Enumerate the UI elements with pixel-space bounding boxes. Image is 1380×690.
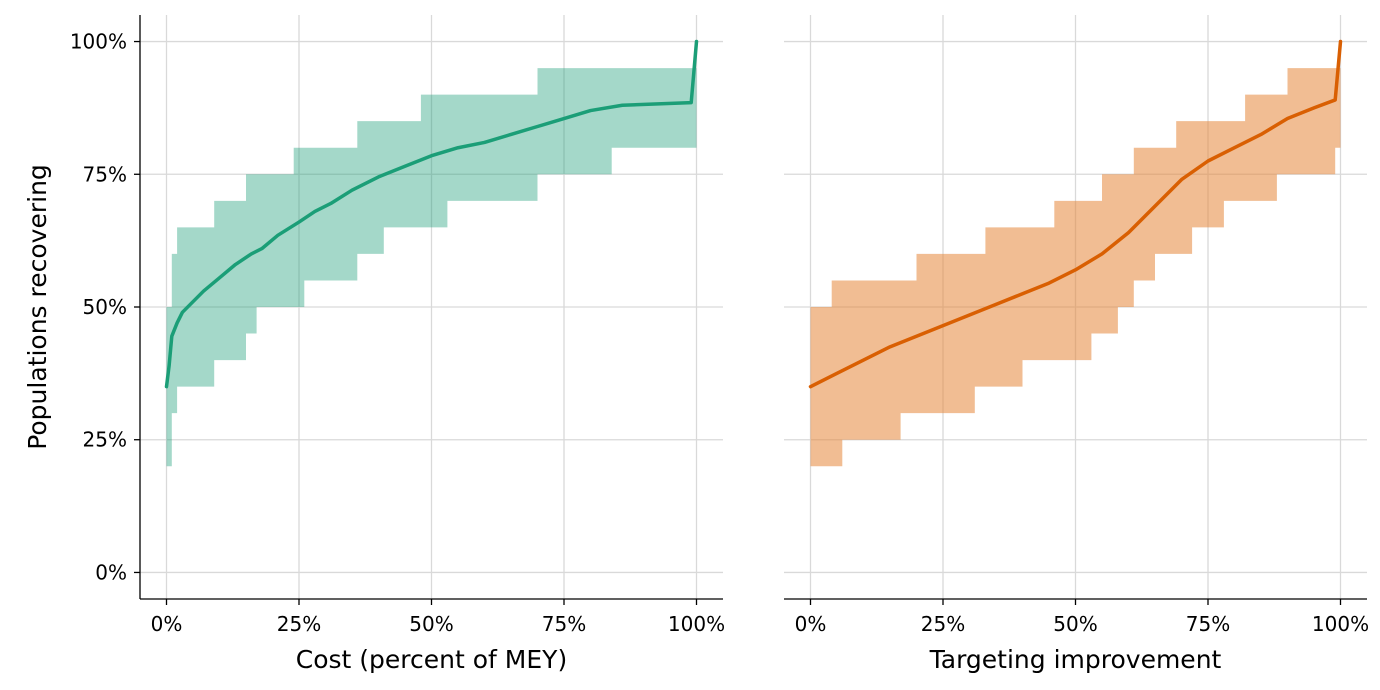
x-tick-label: 0% (151, 612, 183, 636)
x-tick-label: 75% (1186, 612, 1230, 636)
y-tick-label: 50% (83, 295, 127, 319)
x-axis-title: Targeting improvement (929, 645, 1222, 674)
x-tick-label: 75% (542, 612, 586, 636)
y-tick-label: 25% (83, 428, 127, 452)
panel-2: 0% 25% 50% 75% 100% Targeting improvement (784, 15, 1369, 674)
series-line (164, 39, 699, 389)
series-line (808, 39, 1343, 389)
x-tick-label: 100% (1312, 612, 1369, 636)
y-tick-label: 0% (95, 560, 127, 584)
x-tick-label: 50% (1053, 612, 1097, 636)
x-tick-label: 25% (921, 612, 965, 636)
x-tick-label: 50% (409, 612, 453, 636)
y-axis-title: Populations recovering (23, 164, 52, 450)
y-tick-label: 100% (70, 30, 127, 54)
x-axis-title: Cost (percent of MEY) (296, 645, 567, 674)
confidence-band (166, 41, 697, 467)
panel-1: 0% 25% 50% 75% 100% 0% 25% 50% 75% 100% Cost (perc… (23, 15, 725, 674)
confidence-band (810, 41, 1341, 467)
x-tick-label: 25% (277, 612, 321, 636)
x-tick-label: 100% (668, 612, 725, 636)
y-tick-label: 75% (83, 162, 127, 186)
x-tick-label: 0% (795, 612, 827, 636)
